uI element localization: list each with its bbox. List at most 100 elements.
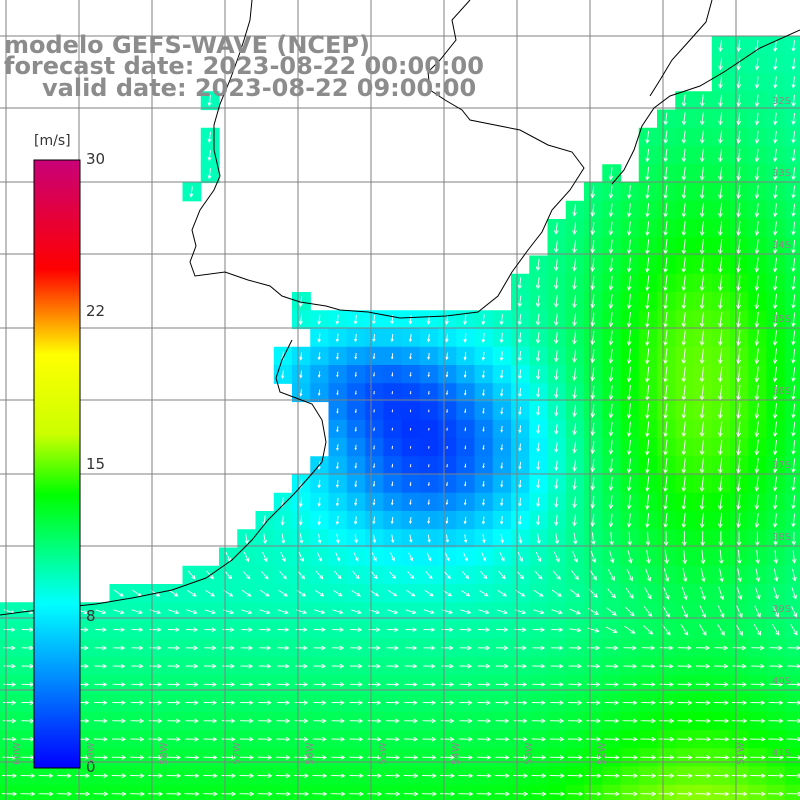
wind-arrow: [513, 773, 529, 779]
wind-arrow: [385, 755, 401, 760]
wind-arrow: [754, 185, 760, 200]
wind-arrow: [314, 589, 325, 597]
wind-arrow: [786, 736, 800, 742]
wind-arrow: [517, 332, 522, 344]
wind-arrow: [331, 700, 345, 705]
wind-arrow: [330, 791, 346, 797]
wind-arrow: [554, 533, 560, 545]
wind-arrow: [681, 275, 687, 292]
wind-arrow: [717, 605, 725, 619]
wind-arrow: [207, 168, 212, 180]
wind-arrow: [622, 791, 639, 797]
wind-arrow: [458, 736, 473, 742]
wind-arrow: [567, 736, 583, 742]
wind-arrow: [166, 736, 181, 742]
wind-arrow: [736, 112, 742, 126]
wind-arrow: [313, 700, 327, 705]
wind-arrow: [517, 295, 523, 308]
wind-arrow: [640, 773, 657, 779]
wind-arrow: [428, 427, 430, 431]
wind-arrow: [277, 609, 289, 615]
wind-arrow: [791, 312, 796, 328]
wind-arrow: [440, 755, 455, 760]
wind-arrow: [658, 736, 675, 742]
wind-arrow: [130, 663, 144, 669]
wind-arrow: [373, 409, 375, 413]
wind-arrow: [681, 184, 687, 200]
wind-arrow: [204, 609, 216, 615]
wind-arrow: [640, 755, 657, 760]
wind-arrow: [677, 645, 692, 651]
wind-arrow: [622, 718, 638, 724]
wind-arrow: [276, 682, 290, 687]
wind-arrow: [295, 627, 308, 632]
wind-arrow: [554, 460, 559, 472]
wind-arrow: [663, 166, 669, 181]
wind-arrow: [332, 627, 345, 632]
wind-arrow: [112, 682, 126, 687]
wind-arrow: [367, 718, 382, 724]
wind-arrow: [185, 736, 200, 742]
wind-arrow: [513, 718, 528, 724]
wind-arrow: [500, 425, 504, 433]
wind-arrow: [585, 773, 602, 779]
wind-arrow: [408, 333, 413, 343]
wind-arrow: [624, 606, 635, 617]
wind-cell: [784, 328, 800, 348]
wind-arrow: [663, 348, 668, 365]
wind-arrow: [754, 513, 760, 528]
wind-arrow: [464, 481, 467, 487]
wind-arrow: [786, 755, 800, 760]
wind-arrow: [750, 663, 765, 669]
wind-arrow: [768, 791, 785, 797]
wind-arrow: [460, 609, 472, 615]
longitude-label: 59W: [86, 742, 97, 765]
wind-arrow: [446, 445, 448, 450]
wind-arrow: [390, 353, 394, 360]
wind-cell: [18, 784, 38, 800]
wind-arrow: [626, 366, 632, 383]
wind-arrow: [94, 627, 107, 632]
wind-arrow: [513, 700, 528, 706]
wind-arrow: [222, 627, 235, 632]
wind-cell: [164, 784, 184, 800]
wind-arrow: [549, 718, 565, 724]
wind-arrow: [459, 627, 472, 632]
wind-cell: [438, 784, 457, 800]
wind-arrow: [113, 609, 125, 615]
wind-arrow: [681, 330, 687, 347]
wind-arrow: [148, 755, 163, 760]
wind-arrow: [240, 627, 253, 632]
wind-arrow: [299, 370, 303, 379]
wind-vector-field: [1, 40, 800, 797]
wind-arrow: [149, 682, 163, 687]
wind-arrow: [446, 481, 448, 487]
wind-arrow: [184, 791, 200, 797]
wind-arrow: [336, 444, 339, 451]
wind-arrow: [202, 773, 218, 779]
wind-arrow: [298, 497, 303, 508]
wind-arrow: [93, 773, 109, 779]
wind-arrow: [185, 663, 199, 669]
wind-arrow: [56, 773, 72, 779]
wind-arrow: [604, 718, 620, 724]
wind-arrow: [221, 773, 236, 779]
wind-cell: [784, 127, 800, 147]
wind-arrow: [463, 534, 468, 544]
wind-arrow: [336, 408, 339, 414]
wind-arrow: [349, 700, 364, 705]
wind-cell: [784, 492, 800, 512]
wind-arrow: [591, 532, 596, 546]
wind-arrow: [736, 94, 742, 108]
wind-arrow: [391, 463, 394, 468]
wind-arrow: [56, 791, 72, 797]
latitude-label: 36S: [772, 386, 792, 397]
wind-arrow: [699, 330, 705, 347]
wind-arrow: [531, 755, 547, 760]
wind-arrow: [700, 586, 706, 601]
wind-arrow: [1, 791, 18, 797]
wind-arrow: [317, 533, 322, 544]
wind-arrow: [458, 718, 473, 724]
wind-arrow: [718, 112, 723, 126]
